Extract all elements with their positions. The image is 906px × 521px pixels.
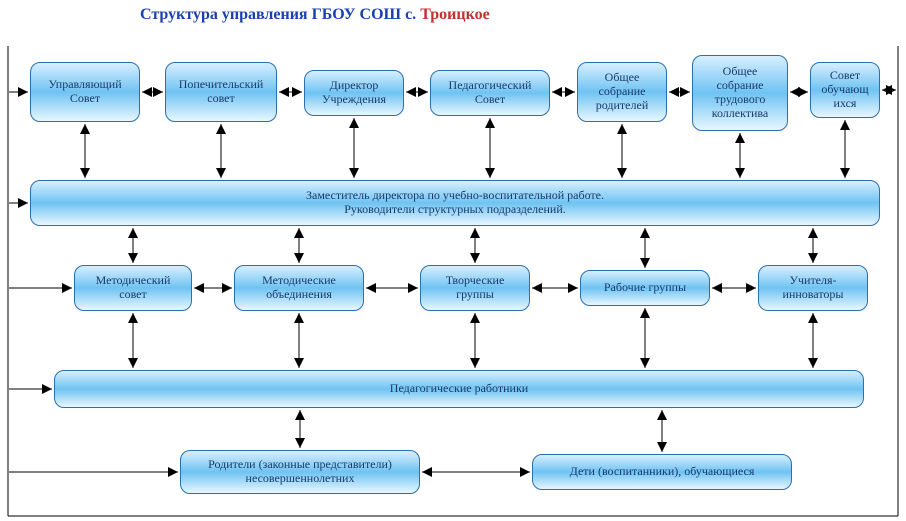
node-metsov: Методический совет: [74, 265, 192, 311]
node-rab: Рабочие группы: [580, 270, 710, 306]
node-uchin: Учителя-инноваторы: [758, 265, 868, 311]
node-rodit: Родители (законные представители) несове…: [180, 450, 420, 494]
node-tvor: Творческие группы: [420, 265, 530, 311]
node-popech: Попечительский совет: [165, 62, 277, 122]
node-sobrrod: Общее собрание родителей: [577, 62, 667, 122]
node-uprav: Управляющий Совет: [30, 62, 140, 122]
node-pedsov: Педагогический Совет: [430, 70, 550, 116]
node-pedrab: Педагогические работники: [54, 370, 864, 408]
node-sobrtrud: Общее собрание трудового коллектива: [692, 55, 788, 131]
node-zam: Заместитель директора по учебно-воспитат…: [30, 180, 880, 226]
node-direkt: Директор Учреждения: [304, 70, 404, 116]
node-metob: Методические объединения: [234, 265, 364, 311]
node-deti: Дети (воспитанники), обучающиеся: [532, 454, 792, 490]
node-sovob: Совет обучающ ихся: [810, 62, 880, 118]
